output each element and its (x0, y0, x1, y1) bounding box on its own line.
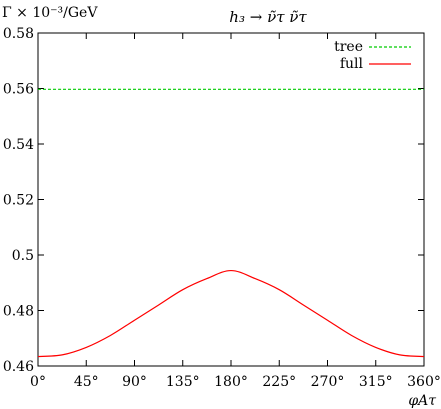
legend-label-tree: tree (334, 39, 363, 55)
series-line-full (37, 269, 425, 358)
x-tick-label: 225° (262, 374, 296, 390)
y-tick-label: 0.46 (3, 359, 34, 375)
legend-label-full: full (340, 56, 364, 72)
chart-title: h₃ → ν̃τ ν̃τ (229, 8, 307, 26)
x-tick-label: 135° (166, 374, 200, 390)
y-tick-label: 0.56 (3, 82, 34, 98)
series-layer (37, 88, 425, 358)
y-tick-label: 0.52 (3, 193, 34, 209)
y-axis-label: Γ × 10⁻³/GeV (2, 5, 98, 21)
plot-frame (37, 32, 425, 367)
legend: tree full (334, 39, 411, 72)
y-tick-label: 0.58 (3, 26, 34, 42)
y-tick-label: 0.48 (3, 304, 34, 320)
x-axis-label: φAτ (408, 393, 436, 409)
x-tick-label: 90° (122, 374, 147, 390)
axis-ticks: 0.46 0.48 0.5 0.52 0.54 0.56 0.58 0° 45° 90° 135° 1… (3, 26, 441, 390)
x-tick-label: 315° (359, 374, 393, 390)
x-tick-label: 180° (214, 374, 248, 390)
x-tick-label: 45° (74, 374, 99, 390)
x-tick-label: 360° (407, 374, 441, 390)
x-tick-label: 0° (30, 374, 46, 390)
y-tick-label: 0.54 (3, 137, 34, 153)
x-tick-label: 270° (311, 374, 345, 390)
y-tick-label: 0.5 (12, 248, 34, 264)
